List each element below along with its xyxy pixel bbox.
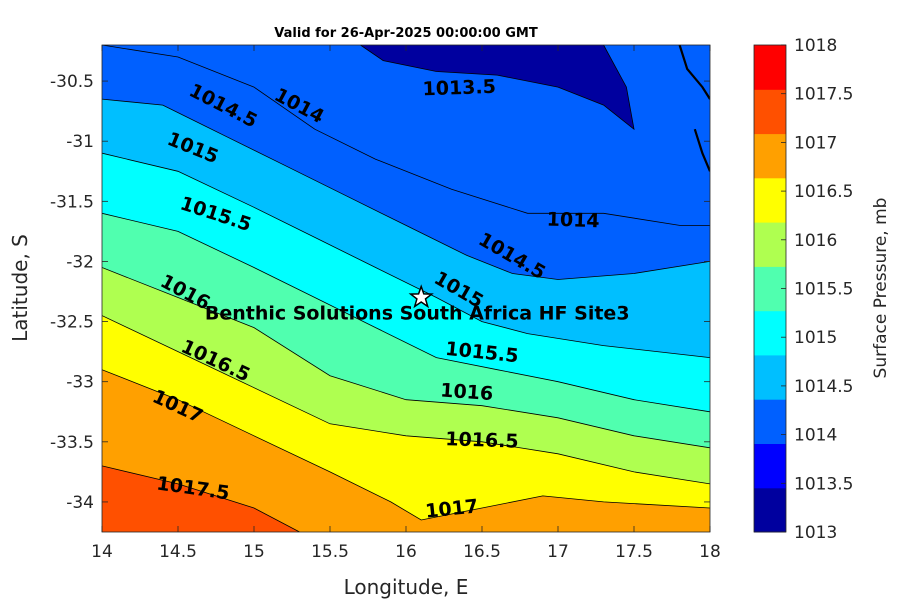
colorbar-swatch: [754, 133, 786, 179]
contour-label: 1017: [424, 495, 479, 522]
colorbar-swatch: [754, 354, 786, 400]
x-tick-label: 16.5: [463, 542, 501, 562]
contour-line-1013.5: [360, 45, 635, 131]
colorbar-tick-label: 1016.5: [794, 182, 853, 202]
contour-lines: [102, 45, 710, 532]
contour-line-1016: [102, 267, 710, 449]
contour-label: 1014: [546, 208, 600, 232]
contour-label: 1013.5: [422, 76, 496, 101]
site-star-icon: [408, 284, 434, 309]
x-tick-label: 16: [395, 542, 417, 562]
colorbar-tick-label: 1016: [794, 231, 837, 251]
plot-area: [102, 45, 710, 532]
colorbar-tick-label: 1017: [794, 133, 837, 153]
site-label: Benthic Solutions South Africa HF Site3: [205, 303, 630, 325]
colorbar-swatch: [754, 45, 786, 90]
contour-label: 1016: [440, 379, 494, 405]
colorbar-swatch: [754, 487, 786, 533]
colorbar-tick-label: 1014.5: [794, 377, 853, 397]
band-1017: [102, 369, 710, 532]
colorbar-swatch: [754, 399, 786, 444]
colorbar-tick-label: 1013: [794, 523, 837, 543]
x-tick-label: 14.5: [159, 542, 197, 562]
colorbar-tick-label: 1018: [794, 36, 837, 56]
site-marker-group: Benthic Solutions South Africa HF Site3: [205, 284, 630, 325]
colorbar-swatch: [754, 443, 786, 489]
colorbar-tick-label: 1013.5: [794, 474, 853, 494]
colorbar-tick-label: 1017.5: [794, 85, 853, 105]
contour-line-1015: [102, 152, 710, 358]
x-tick-label: 18: [699, 542, 721, 562]
contour-line-1015.5: [102, 212, 710, 413]
contour-line-1017: [102, 369, 710, 521]
x-tick-label: 17.5: [615, 542, 653, 562]
colorbar-swatch: [754, 310, 786, 356]
contour-label: 1016.5: [445, 428, 519, 453]
x-axis-ticks: 14 14.5 15 15.5 16 16.5 17 17.5 18: [91, 45, 721, 562]
colorbar-swatch: [754, 177, 786, 223]
contour-line-1016.5: [102, 315, 710, 485]
y-tick-label: -31.5: [50, 192, 94, 212]
colorbar-tick-label: 1015.5: [794, 280, 853, 300]
y-tick-label: -30.5: [50, 72, 94, 92]
y-tick-label: -32.5: [50, 313, 94, 333]
y-axis-ticks: -30.5 -31 -31.5 -32 -32.5 -33 -33.5 -34: [50, 72, 710, 513]
chart-title: Valid for 26-Apr-2025 00:00:00 GMT: [274, 26, 538, 41]
contour-line-1017.5: [102, 465, 300, 532]
colorbar-tick-label: 1014: [794, 426, 837, 446]
y-tick-label: -31: [66, 132, 94, 152]
colorbar-tick-label: 1015: [794, 328, 837, 348]
y-tick-label: -33: [66, 373, 94, 393]
coastline-segment: [693, 128, 710, 172]
x-tick-label: 17: [547, 542, 569, 562]
colorbar-swatch: [754, 89, 786, 135]
y-axis-label: Latitude, S: [8, 234, 32, 342]
colorbar-label: Surface Pressure, mb: [871, 198, 891, 379]
colorbar-swatch: [754, 266, 786, 312]
y-tick-label: -33.5: [50, 433, 94, 453]
coastline: [678, 45, 710, 100]
colorbar: 1013 1013.5 1014 1014.5 1015 1015.5 1016 1016.5…: [753, 36, 853, 543]
x-axis-label: Longitude, E: [344, 575, 469, 599]
contour-line-1014: [102, 45, 710, 226]
x-tick-label: 14: [91, 542, 113, 562]
x-tick-label: 15: [243, 542, 265, 562]
y-tick-label: -32: [66, 252, 94, 272]
band-1017.5: [102, 465, 300, 532]
band-1013-low: [360, 45, 634, 130]
colorbar-swatch: [754, 222, 786, 267]
contour-line-1014.5: [102, 98, 710, 280]
x-tick-label: 15.5: [311, 542, 349, 562]
y-tick-label: -34: [66, 493, 94, 513]
